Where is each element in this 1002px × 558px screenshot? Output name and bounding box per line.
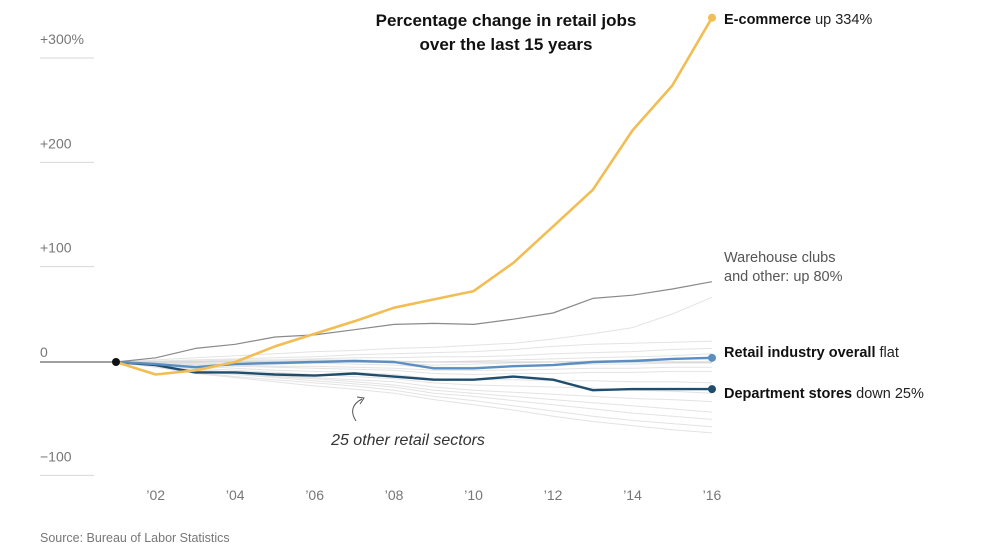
y-tick-label: −100 (40, 448, 72, 464)
series-end-dots (708, 13, 716, 394)
other-sector-line (115, 361, 713, 434)
x-tick-label: ’04 (226, 487, 245, 503)
y-tick-label: 0 (40, 344, 48, 360)
line-warehouse (115, 281, 713, 363)
line-dept (115, 360, 712, 392)
x-tick-label: ’08 (385, 487, 404, 503)
x-tick-label: ’10 (464, 487, 483, 503)
highlight-lines (115, 17, 714, 392)
label-ecommerce-rest: up 334% (811, 12, 872, 28)
other-sector-line (115, 347, 713, 363)
chart-title-line-1: Percentage change in retail jobs (376, 11, 637, 30)
label-ecommerce: E-commerce up 334% (724, 12, 872, 28)
end-dot-retail (708, 353, 716, 362)
line-ecommerce (115, 17, 714, 376)
end-dot-ecommerce (708, 13, 716, 22)
label-retail-bold: Retail industry overall (724, 345, 876, 361)
x-tick-label: ’02 (146, 487, 165, 503)
label-ecommerce-bold: E-commerce (724, 12, 811, 28)
y-tick-label: +300% (40, 31, 84, 47)
annotation-arrowhead (356, 396, 365, 405)
label-dept-rest: down 25% (852, 386, 924, 402)
x-tick-label: ’14 (623, 487, 642, 503)
label-warehouse-line-2: and other: up 80% (724, 269, 843, 285)
x-axis: ’02 ’04 ’06 ’08 ’10 ’12 ’14 ’16 (146, 487, 721, 503)
y-axis: +300% +200 +100 0 −100 (40, 31, 94, 476)
x-tick-label: ’12 (544, 487, 563, 503)
chart-title-line-2: over the last 15 years (420, 35, 593, 54)
label-dept-bold: Department stores (724, 386, 852, 402)
start-point-marker (112, 358, 120, 366)
annotation-other-sectors: 25 other retail sectors (330, 432, 485, 449)
other-sector-line (115, 361, 713, 403)
source-note: Source: Bureau of Labor Statistics (40, 531, 230, 545)
label-retail-overall: Retail industry overall flat (724, 345, 899, 361)
annotation-arrow (352, 398, 363, 422)
other-sector-line (115, 361, 713, 428)
other-sector-line (115, 296, 713, 363)
y-tick-label: +100 (40, 240, 72, 256)
label-retail-rest: flat (876, 345, 899, 361)
y-tick-label: +200 (40, 135, 72, 151)
label-warehouse-line-1: Warehouse clubs (724, 250, 836, 266)
label-department-stores: Department stores down 25% (724, 386, 924, 402)
x-tick-label: ’16 (703, 487, 722, 503)
other-sector-line (115, 340, 713, 363)
x-tick-label: ’06 (305, 487, 324, 503)
end-dot-dept (708, 385, 716, 394)
